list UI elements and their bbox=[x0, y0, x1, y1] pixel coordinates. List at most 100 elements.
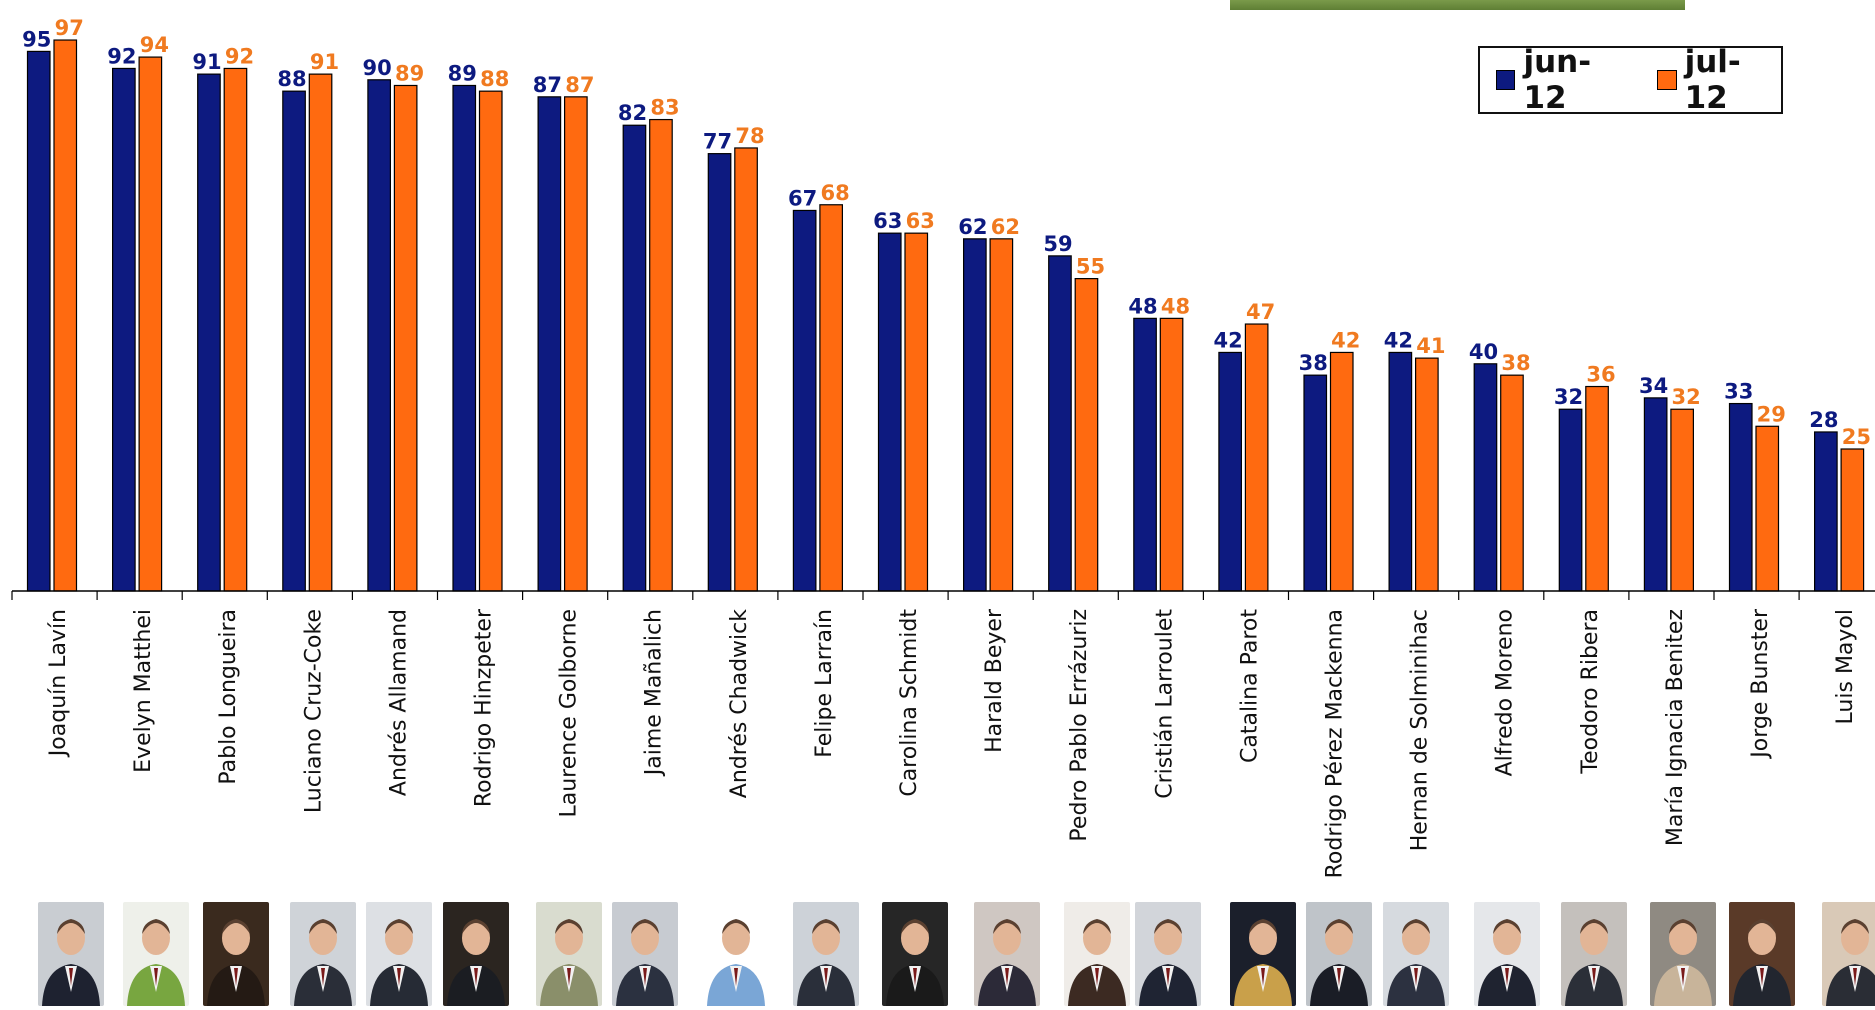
bar-jun-12-18 bbox=[1558, 408, 1583, 592]
value-label-jul-12-15: 42 bbox=[1331, 328, 1360, 352]
portrait-photo-icon bbox=[1306, 902, 1372, 1006]
portrait-photo-icon bbox=[443, 902, 509, 1006]
legend-item-jul-12: jul-12 bbox=[1657, 44, 1781, 116]
value-label-jul-12-14: 47 bbox=[1246, 300, 1275, 324]
value-label-jul-12-6: 87 bbox=[565, 73, 594, 97]
portrait-photo-icon bbox=[366, 902, 432, 1006]
bar-jul-12-16 bbox=[1414, 357, 1439, 592]
bar-jul-12-8 bbox=[734, 147, 758, 592]
category-label-5: Rodrigo Hinzpeter bbox=[472, 608, 497, 807]
value-label-jun-12-19: 34 bbox=[1639, 374, 1668, 398]
portrait-photo-icon bbox=[1064, 902, 1130, 1006]
bar-jul-12-7 bbox=[649, 118, 673, 592]
value-label-jul-12-2: 92 bbox=[225, 44, 254, 68]
portrait-photo-icon bbox=[1383, 902, 1449, 1006]
value-label-jun-12-6: 87 bbox=[533, 73, 562, 97]
portrait-photo-icon bbox=[1474, 902, 1540, 1006]
category-label-14: Catalina Parot bbox=[1237, 609, 1262, 763]
value-label-jul-12-0: 97 bbox=[55, 16, 84, 40]
value-label-jun-12-18: 32 bbox=[1554, 385, 1583, 409]
bar-jul-12-14 bbox=[1244, 323, 1269, 592]
value-label-jul-12-12: 55 bbox=[1076, 255, 1105, 279]
value-label-jun-12-16: 42 bbox=[1384, 328, 1413, 352]
category-label-16: Hernan de Solminihac bbox=[1408, 609, 1433, 851]
bar-jun-12-16 bbox=[1388, 351, 1413, 592]
value-label-jul-12-11: 62 bbox=[991, 215, 1020, 239]
value-label-jun-12-9: 67 bbox=[788, 186, 817, 210]
value-label-jul-12-4: 89 bbox=[395, 61, 424, 85]
category-label-13: Cristián Larroulet bbox=[1152, 609, 1177, 799]
bar-jun-12-8 bbox=[707, 153, 732, 592]
category-label-0: Joaquín Lavín bbox=[46, 609, 71, 758]
portrait-photo-icon bbox=[703, 902, 769, 1006]
bar-jun-12-6 bbox=[537, 96, 562, 592]
bar-jul-12-10 bbox=[904, 232, 929, 592]
bar-jul-12-4 bbox=[393, 84, 418, 592]
bar-jun-12-15 bbox=[1303, 374, 1328, 592]
header-image-strip bbox=[1230, 0, 1685, 10]
portrait-photo-icon bbox=[1135, 902, 1201, 1006]
bar-jul-12-3 bbox=[308, 73, 333, 592]
bar-jun-12-11 bbox=[962, 238, 987, 592]
bar-jul-12-12 bbox=[1074, 278, 1099, 592]
portrait-photo-icon bbox=[203, 902, 269, 1006]
value-label-jul-12-1: 94 bbox=[140, 33, 169, 57]
x-axis bbox=[11, 590, 1875, 600]
portrait-photo-icon bbox=[1561, 902, 1627, 1006]
bar-jul-12-15 bbox=[1329, 351, 1354, 592]
value-label-jun-12-0: 95 bbox=[22, 27, 51, 51]
portrait-photo-icon bbox=[38, 902, 104, 1006]
portrait-photo-icon bbox=[882, 902, 948, 1006]
value-label-jul-12-21: 25 bbox=[1842, 425, 1871, 449]
category-label-12: Pedro Pablo Errázuriz bbox=[1067, 609, 1092, 842]
value-label-jun-12-20: 33 bbox=[1724, 380, 1753, 404]
value-label-jun-12-15: 38 bbox=[1299, 351, 1328, 375]
value-label-jun-12-2: 91 bbox=[192, 50, 221, 74]
category-label-15: Rodrigo Pérez Mackenna bbox=[1323, 609, 1348, 878]
bar-jul-12-5 bbox=[478, 90, 503, 592]
bar-jun-12-14 bbox=[1218, 351, 1243, 592]
bar-jun-12-7 bbox=[622, 124, 647, 592]
value-label-jul-12-13: 48 bbox=[1161, 294, 1190, 318]
chart-legend: jun-12 jul-12 bbox=[1478, 44, 1783, 116]
value-label-jun-12-4: 90 bbox=[363, 56, 392, 80]
value-label-jul-12-9: 68 bbox=[821, 181, 850, 205]
category-label-20: Jorge Bunster bbox=[1748, 608, 1773, 760]
value-label-jun-12-11: 62 bbox=[958, 215, 987, 239]
value-label-jul-12-5: 88 bbox=[480, 67, 509, 91]
portrait-photo-icon bbox=[612, 902, 678, 1006]
category-label-19: María Ignacia Benitez bbox=[1663, 609, 1688, 846]
bar-jun-12-3 bbox=[282, 90, 306, 592]
value-label-jul-12-16: 41 bbox=[1416, 334, 1445, 358]
value-label-jun-12-13: 48 bbox=[1128, 294, 1157, 318]
bar-jul-12-2 bbox=[223, 67, 248, 592]
value-label-jul-12-10: 63 bbox=[906, 209, 935, 233]
bar-jun-12-17 bbox=[1473, 363, 1498, 592]
value-label-jun-12-1: 92 bbox=[107, 44, 136, 68]
category-label-21: Luis Mayol bbox=[1833, 609, 1858, 724]
value-label-jun-12-7: 82 bbox=[618, 101, 647, 125]
value-label-jun-12-3: 88 bbox=[277, 67, 306, 91]
legend-item-jun-12: jun-12 bbox=[1496, 44, 1631, 116]
legend-swatch-jun-12 bbox=[1496, 70, 1516, 90]
value-label-jul-12-18: 36 bbox=[1586, 363, 1615, 387]
bar-jun-12-2 bbox=[197, 73, 221, 592]
category-label-6: Laurence Golborne bbox=[557, 609, 582, 818]
legend-label-jun-12: jun-12 bbox=[1523, 44, 1592, 116]
value-label-jun-12-10: 63 bbox=[873, 209, 902, 233]
bar-jul-12-9 bbox=[819, 204, 844, 592]
bar-jul-12-1 bbox=[138, 56, 163, 592]
portrait-photo-icon bbox=[1230, 902, 1296, 1006]
portrait-photo-icon bbox=[1822, 902, 1875, 1006]
portrait-photo-icon bbox=[793, 902, 859, 1006]
bar-jun-12-5 bbox=[452, 84, 477, 592]
value-label-jul-12-7: 83 bbox=[650, 96, 679, 120]
bars-group bbox=[26, 39, 1865, 592]
portrait-photo-icon bbox=[1650, 902, 1716, 1006]
value-label-jun-12-14: 42 bbox=[1214, 328, 1243, 352]
value-label-jul-12-3: 91 bbox=[310, 50, 339, 74]
category-label-1: Evelyn Matthei bbox=[131, 609, 156, 773]
category-label-8: Andrés Chadwick bbox=[727, 609, 752, 798]
